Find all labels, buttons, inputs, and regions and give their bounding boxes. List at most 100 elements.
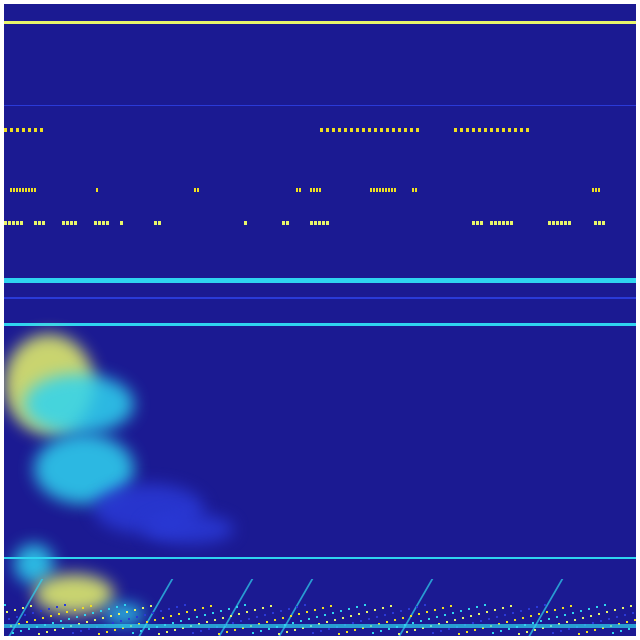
- noise-pixel: [410, 615, 412, 617]
- noise-pixel: [622, 607, 624, 609]
- event-mark: [454, 128, 457, 132]
- noise-pixel: [388, 628, 390, 630]
- noise-pixel: [530, 615, 532, 617]
- noise-pixel: [604, 604, 606, 606]
- event-mark: [338, 128, 341, 132]
- noise-pixel: [408, 608, 410, 610]
- noise-pixel: [88, 628, 90, 630]
- event-mark: [96, 188, 98, 192]
- noise-pixel: [324, 614, 326, 616]
- noise-pixel: [100, 610, 102, 612]
- noise-pixel: [316, 616, 318, 618]
- noise-pixel: [168, 608, 170, 610]
- noise-pixel: [568, 628, 570, 630]
- noise-pixel: [500, 630, 502, 632]
- noise-pixel: [626, 621, 628, 623]
- event-mark: [478, 128, 481, 132]
- noise-pixel: [268, 628, 270, 630]
- event-mark: [362, 128, 365, 132]
- event-mark: [502, 221, 505, 225]
- event-mark: [94, 221, 97, 225]
- noise-pixel: [496, 616, 498, 618]
- event-mark: [510, 221, 513, 225]
- noise-pixel: [594, 629, 596, 631]
- lower-line: [4, 557, 636, 559]
- noise-pixel: [314, 609, 316, 611]
- noise-pixel: [226, 631, 228, 633]
- energy-blob: [24, 374, 134, 434]
- noise-pixel: [34, 619, 36, 621]
- noise-pixel: [286, 631, 288, 633]
- noise-pixel: [360, 620, 362, 622]
- noise-pixel: [122, 627, 124, 629]
- event-mark: [74, 221, 77, 225]
- noise-pixel: [246, 611, 248, 613]
- event-mark: [34, 128, 37, 132]
- event-mark: [296, 188, 298, 192]
- noise-pixel: [4, 604, 6, 606]
- noise-pixel: [478, 613, 480, 615]
- noise-pixel: [590, 615, 592, 617]
- noise-pixel: [102, 617, 104, 619]
- noise-pixel: [406, 631, 408, 633]
- noise-pixel: [458, 633, 460, 635]
- noise-pixel: [444, 614, 446, 616]
- noise-pixel: [22, 607, 24, 609]
- noise-pixel: [120, 620, 122, 622]
- noise-pixel: [126, 611, 128, 613]
- event-mark: [158, 221, 161, 225]
- noise-pixel: [52, 622, 54, 624]
- event-mark: [316, 188, 318, 192]
- noise-pixel: [196, 616, 198, 618]
- noise-pixel: [86, 621, 88, 623]
- noise-pixel: [522, 617, 524, 619]
- noise-pixel: [574, 619, 576, 621]
- event-mark: [373, 188, 375, 192]
- event-mark: [120, 221, 123, 225]
- noise-pixel: [596, 606, 598, 608]
- noise-pixel: [166, 631, 168, 633]
- spectrogram: [4, 4, 636, 636]
- event-mark: [376, 188, 378, 192]
- event-mark: [42, 221, 45, 225]
- noise-pixel: [540, 620, 542, 622]
- event-mark: [318, 221, 321, 225]
- noise-pixel: [292, 622, 294, 624]
- noise-pixel: [332, 612, 334, 614]
- noise-pixel: [118, 613, 120, 615]
- event-mark: [385, 188, 387, 192]
- event-mark: [508, 128, 511, 132]
- event-mark: [368, 128, 371, 132]
- event-mark: [12, 221, 15, 225]
- noise-pixel: [244, 604, 246, 606]
- noise-pixel: [356, 606, 358, 608]
- noise-pixel: [278, 633, 280, 635]
- noise-pixel: [382, 607, 384, 609]
- event-mark: [25, 188, 27, 192]
- event-mark: [102, 221, 105, 225]
- noise-pixel: [392, 612, 394, 614]
- noise-pixel: [308, 618, 310, 620]
- event-mark: [490, 128, 493, 132]
- event-mark: [374, 128, 377, 132]
- event-mark: [350, 128, 353, 132]
- noise-pixel: [274, 619, 276, 621]
- event-mark: [398, 128, 401, 132]
- event-mark: [313, 188, 315, 192]
- noise-pixel: [30, 605, 32, 607]
- event-mark: [8, 221, 11, 225]
- noise-pixel: [376, 616, 378, 618]
- noise-pixel: [76, 616, 78, 618]
- event-mark: [386, 128, 389, 132]
- event-mark: [404, 128, 407, 132]
- event-mark: [34, 188, 36, 192]
- noise-pixel: [62, 627, 64, 629]
- event-mark: [415, 188, 417, 192]
- noise-pixel: [534, 629, 536, 631]
- event-mark: [476, 221, 479, 225]
- noise-pixel: [372, 632, 374, 634]
- noise-pixel: [492, 632, 494, 634]
- noise-pixel: [446, 621, 448, 623]
- noise-pixel: [92, 612, 94, 614]
- noise-pixel: [362, 627, 364, 629]
